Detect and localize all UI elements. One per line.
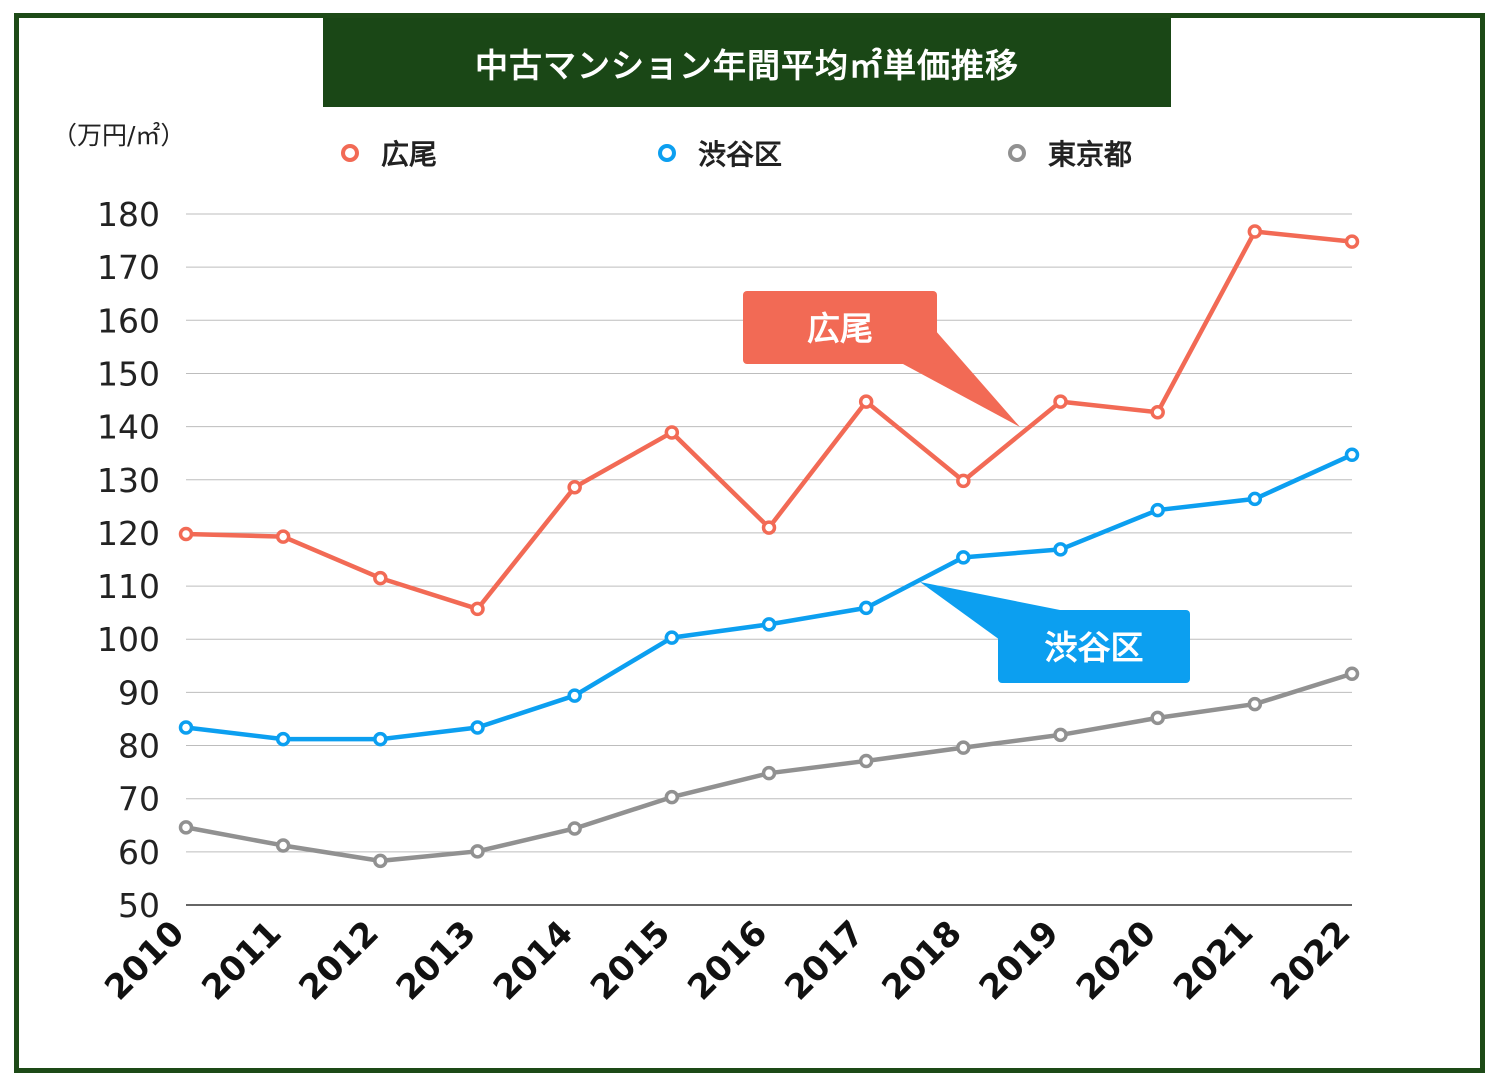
data-point-tokyo-2021 <box>1247 696 1263 712</box>
data-point-tokyo-2016 <box>761 765 777 781</box>
y-tick-label-70: 70 <box>118 780 160 819</box>
data-point-tokyo-2015 <box>664 789 680 805</box>
data-point-shibuya-2014 <box>567 688 582 703</box>
data-point-hiroo-2019 <box>1053 394 1068 409</box>
y-tick-label-120: 120 <box>97 514 160 553</box>
callout-hiroo-label: 広尾 <box>807 309 873 348</box>
legend-item-hiroo: 広尾 <box>333 133 437 173</box>
data-point-shibuya-2019 <box>1053 542 1068 557</box>
x-tick-label-2019: 2019 <box>972 913 1067 1008</box>
legend-item-tokyo: 東京都 <box>1000 133 1132 173</box>
legend-label-hiroo: 広尾 <box>381 138 438 171</box>
y-tick-label-140: 140 <box>97 408 160 447</box>
data-point-tokyo-2014 <box>567 821 582 836</box>
data-point-hiroo-2020 <box>1150 405 1165 420</box>
legend-item-shibuya: 渋谷区 <box>650 133 782 173</box>
series-line-shibuya <box>185 452 1353 742</box>
data-point-hiroo-2018 <box>956 473 971 489</box>
y-tick-label-180: 180 <box>97 195 160 234</box>
y-tick-label-150: 150 <box>97 354 160 393</box>
data-point-hiroo-2021 <box>1247 224 1263 239</box>
x-tick-label-2012: 2012 <box>291 913 386 1008</box>
callout-shibuya-box <box>998 610 1190 683</box>
series-line-hiroo <box>185 229 1353 612</box>
legend-marker-tokyo-icon <box>1008 144 1026 162</box>
x-tick-label-2010: 2010 <box>97 913 192 1008</box>
chart-title: 中古マンション年間平均㎡単価推移 <box>323 18 1171 107</box>
data-point-shibuya-2013 <box>470 720 485 735</box>
legend-marker-hiroo-icon <box>341 144 359 162</box>
x-tick-label-2013: 2013 <box>389 913 484 1008</box>
data-point-shibuya-2016 <box>761 617 777 632</box>
data-point-shibuya-2012 <box>373 731 388 747</box>
data-point-tokyo-2010 <box>178 820 194 835</box>
data-point-tokyo-2013 <box>470 844 485 859</box>
data-point-shibuya-2021 <box>1247 491 1263 507</box>
y-tick-label-90: 90 <box>118 673 160 712</box>
data-point-tokyo-2012 <box>373 853 388 869</box>
data-point-shibuya-2017 <box>858 600 874 616</box>
x-tick-label-2017: 2017 <box>777 913 872 1008</box>
data-point-shibuya-2018 <box>956 550 971 565</box>
x-tick-label-2016: 2016 <box>680 913 775 1008</box>
data-point-tokyo-2020 <box>1150 710 1165 726</box>
legend-marker-shibuya-icon <box>658 144 676 162</box>
legend-label-shibuya: 渋谷区 <box>698 138 783 171</box>
data-point-hiroo-2015 <box>664 425 680 440</box>
y-tick-label-80: 80 <box>118 727 160 766</box>
y-tick-label-170: 170 <box>97 248 160 287</box>
x-tick-label-2015: 2015 <box>583 913 678 1008</box>
x-tick-label-2018: 2018 <box>874 913 969 1008</box>
data-point-shibuya-2015 <box>664 630 680 645</box>
data-point-hiroo-2012 <box>373 570 388 586</box>
y-tick-label-160: 160 <box>97 301 160 340</box>
data-point-hiroo-2022 <box>1344 234 1360 249</box>
x-tick-label-2021: 2021 <box>1166 913 1261 1008</box>
data-point-hiroo-2016 <box>761 520 777 535</box>
data-point-shibuya-2022 <box>1344 447 1360 463</box>
y-axis-unit-label: （万円/㎡） <box>52 121 186 150</box>
callout-shibuya-label: 渋谷区 <box>1045 628 1144 667</box>
y-tick-label-50: 50 <box>118 886 160 925</box>
y-tick-label-60: 60 <box>118 833 160 872</box>
data-point-hiroo-2013 <box>470 601 485 617</box>
data-point-hiroo-2017 <box>858 394 874 409</box>
x-tick-label-2014: 2014 <box>486 913 581 1008</box>
data-point-hiroo-2011 <box>275 529 291 544</box>
x-tick-label-2022: 2022 <box>1263 913 1358 1008</box>
data-point-tokyo-2019 <box>1053 727 1068 743</box>
data-point-tokyo-2011 <box>275 838 291 853</box>
legend-label-tokyo: 東京都 <box>1048 138 1133 171</box>
data-point-shibuya-2020 <box>1150 502 1165 518</box>
data-point-shibuya-2011 <box>275 731 291 747</box>
x-tick-label-2011: 2011 <box>194 913 289 1008</box>
data-point-tokyo-2022 <box>1344 666 1360 682</box>
y-tick-label-110: 110 <box>97 567 160 606</box>
callout-hiroo-box <box>743 291 937 364</box>
data-point-tokyo-2017 <box>858 753 874 769</box>
data-point-tokyo-2018 <box>956 740 971 755</box>
data-point-shibuya-2010 <box>178 720 194 735</box>
data-point-hiroo-2010 <box>178 526 194 542</box>
y-tick-label-130: 130 <box>97 461 160 500</box>
data-point-hiroo-2014 <box>567 479 582 495</box>
y-tick-label-100: 100 <box>97 620 160 659</box>
chart-frame <box>14 13 1485 1073</box>
x-tick-label-2020: 2020 <box>1069 913 1164 1008</box>
